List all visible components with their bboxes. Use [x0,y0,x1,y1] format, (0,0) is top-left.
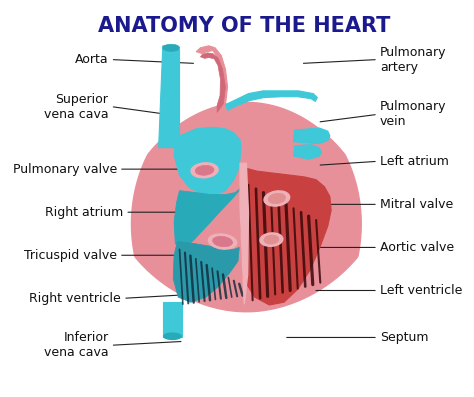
Polygon shape [201,53,226,112]
Ellipse shape [264,191,290,206]
Text: Right atrium: Right atrium [45,206,123,219]
Text: Left ventricle: Left ventricle [380,284,463,297]
Polygon shape [159,46,180,148]
Text: Right ventricle: Right ventricle [29,292,121,305]
Text: ANATOMY OF THE HEART: ANATOMY OF THE HEART [98,17,391,37]
Text: Pulmonary valve: Pulmonary valve [13,163,117,175]
Ellipse shape [209,234,237,249]
Ellipse shape [260,233,283,246]
Polygon shape [174,183,241,251]
Ellipse shape [264,235,279,244]
Ellipse shape [191,163,218,178]
Text: Inferior
vena cava: Inferior vena cava [44,331,109,359]
Polygon shape [242,135,310,172]
Ellipse shape [195,166,214,175]
Polygon shape [131,102,361,312]
Text: Aortic valve: Aortic valve [380,241,454,254]
Text: Aorta: Aorta [75,53,109,66]
Text: Left atrium: Left atrium [380,155,449,168]
Ellipse shape [268,193,285,204]
Polygon shape [173,241,239,302]
Polygon shape [293,145,321,159]
Polygon shape [196,46,228,114]
Text: Pulmonary
artery: Pulmonary artery [380,46,447,73]
Ellipse shape [163,44,180,51]
Ellipse shape [164,333,181,339]
Text: Pulmonary
vein: Pulmonary vein [380,100,447,128]
Polygon shape [163,302,182,337]
Polygon shape [240,163,248,304]
Text: Septum: Septum [380,331,428,344]
Text: Tricuspid valve: Tricuspid valve [24,249,117,262]
Polygon shape [293,128,330,144]
Polygon shape [226,91,318,110]
Ellipse shape [212,236,233,247]
Text: Mitral valve: Mitral valve [380,198,453,211]
Polygon shape [241,167,331,305]
Polygon shape [174,127,241,195]
Text: Superior
vena cava: Superior vena cava [44,93,109,121]
